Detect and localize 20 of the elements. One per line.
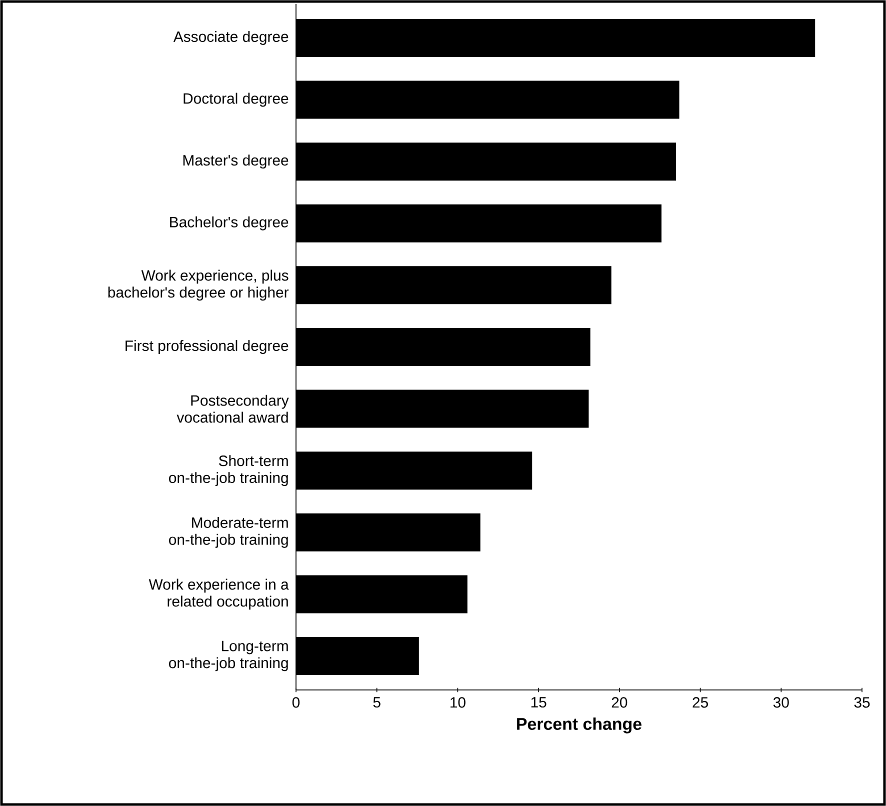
- y-tick-label: Master's degree: [183, 154, 288, 169]
- x-tick-label: 5: [373, 697, 380, 708]
- x-tick-label: 25: [692, 697, 708, 708]
- y-tick-label: Bachelor's degree: [170, 216, 288, 230]
- x-tick-label: 0: [292, 697, 300, 708]
- x-tick-label: 10: [450, 697, 466, 708]
- y-tick-label: Postsecondary vocational award: [176, 394, 289, 423]
- y-tick-label: Moderate-term on-the-job training: [169, 516, 288, 548]
- x-tick-label: 20: [612, 697, 628, 708]
- x-tick-label: 35: [854, 697, 870, 708]
- y-tick-label: First professional degree: [126, 340, 288, 354]
- x-axis-title: Percent change: [517, 718, 642, 734]
- x-tick-label: 30: [773, 697, 789, 708]
- y-tick-label: Doctoral degree: [184, 92, 288, 107]
- x-tick-label: 15: [531, 697, 546, 708]
- y-tick-label: Associate degree: [173, 31, 288, 45]
- y-tick-label: Work experience in a related occupation: [148, 578, 289, 610]
- y-tick-label: Work experience, plus bachelor's degree or higher: [108, 270, 289, 301]
- y-tick-label: Long-term on-the-job training: [169, 640, 288, 672]
- y-tick-label: Short-term on-the-job training: [169, 455, 288, 486]
